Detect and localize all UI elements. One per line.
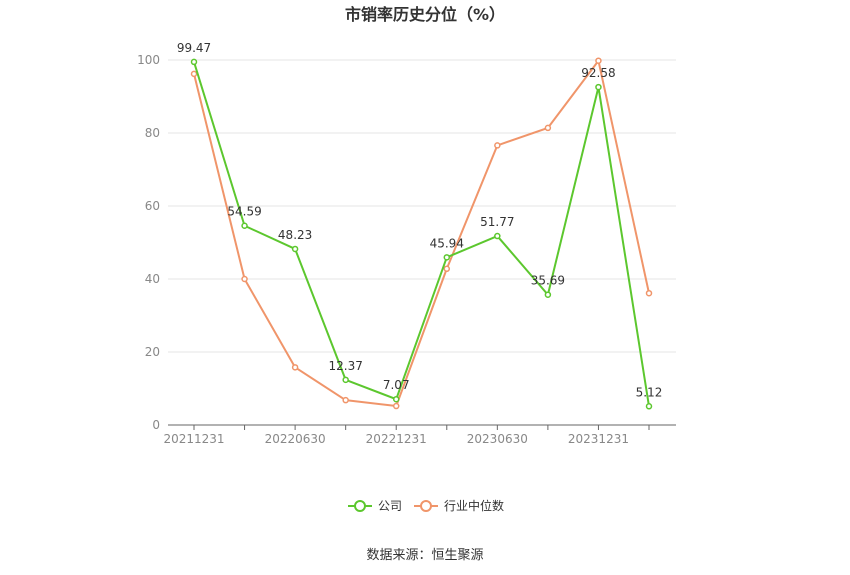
data-source: 数据来源：恒生聚源 [366,548,483,563]
data-point[interactable] [645,403,653,410]
legend-label: 公司 [378,499,402,513]
legend-marker [354,500,366,512]
series-layer [190,57,653,410]
legend-item[interactable]: 公司 [348,499,402,513]
series-line [193,59,650,408]
data-point[interactable] [494,142,501,149]
y-tick-label: 0 [152,418,160,432]
x-tick-label: 20211231 [163,432,224,446]
y-tick-label: 20 [145,345,160,359]
legend-item[interactable]: 行业中位数 [414,498,504,513]
data-label: 45.94 [430,236,464,250]
data-point[interactable] [241,275,248,283]
data-point[interactable] [342,376,349,384]
y-tick-label: 80 [145,126,160,140]
legend[interactable]: 公司 行业中位数 [348,498,504,513]
data-label: 5.12 [636,385,663,399]
data-point[interactable] [645,289,653,297]
data-point[interactable] [291,245,299,253]
data-point[interactable] [190,70,198,78]
series-line [193,61,650,407]
data-point[interactable] [595,57,602,64]
data-label: 51.77 [480,215,514,229]
data-label: 92.58 [581,66,615,80]
data-label: 7.07 [383,378,410,392]
data-label: 99.47 [177,41,211,55]
y-tick-label: 60 [145,199,160,213]
grid [168,59,676,353]
x-tick-label: 20220630 [265,432,326,446]
x-tick-label: 20221231 [366,432,427,446]
x-tick-label: 20231231 [568,432,629,446]
y-axis: 0 20 40 60 80 100 [137,53,160,432]
data-label: 12.37 [328,359,362,373]
data-point[interactable] [392,395,400,403]
data-point[interactable] [443,265,451,273]
data-label: 35.69 [531,274,565,288]
data-point[interactable] [443,254,451,261]
y-tick-label: 100 [137,53,160,67]
data-point[interactable] [544,124,552,132]
data-point[interactable] [190,58,198,66]
data-point[interactable] [595,83,602,91]
legend-marker [420,500,432,512]
chart-title: 市销率历史分位（%） [345,5,505,24]
data-point[interactable] [342,396,349,404]
data-point[interactable] [291,364,299,371]
data-label: 54.59 [227,205,261,219]
data-labels: 99.47 54.59 48.23 12.37 7.07 45.94 51.77 35.69 9… [177,41,663,399]
y-tick-label: 40 [145,272,160,286]
data-point[interactable] [494,232,501,240]
data-label: 48.23 [278,228,312,242]
x-tick-label: 20230630 [467,432,528,446]
data-point[interactable] [544,291,552,298]
data-point[interactable] [241,222,248,229]
x-axis: 20211231 20220630 20221231 20230630 20231231 [163,424,676,446]
legend-label: 行业中位数 [444,498,504,513]
data-point[interactable] [392,402,400,410]
